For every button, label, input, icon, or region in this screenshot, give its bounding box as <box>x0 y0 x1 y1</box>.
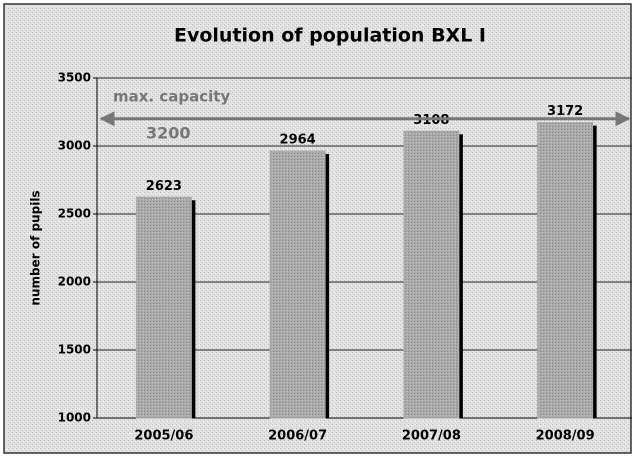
value-label: 3108 <box>413 113 449 128</box>
y-tick-label: 3500 <box>58 71 91 85</box>
bar <box>403 130 460 419</box>
y-tick-label: 1500 <box>58 343 91 357</box>
capacity-value: 3200 <box>146 123 191 142</box>
y-tick-label: 2500 <box>58 207 91 221</box>
chart-title: Evolution of population BXL I <box>174 25 486 47</box>
bar <box>537 122 594 419</box>
bar-shadow <box>458 134 463 418</box>
x-tick-label: 2005/06 <box>134 429 193 444</box>
bar <box>135 196 192 419</box>
capacity-label: max. capacity <box>113 87 230 105</box>
bar-shadow <box>325 153 330 418</box>
y-axis-label: number of pupils <box>29 190 43 305</box>
bar-shadow <box>191 200 196 418</box>
x-tick-label: 2006/07 <box>268 429 327 444</box>
y-tick-label: 1000 <box>58 411 91 425</box>
bar-shadow <box>592 125 597 418</box>
x-tick-label: 2007/08 <box>402 429 461 444</box>
value-label: 2964 <box>280 132 316 147</box>
bar <box>269 150 326 419</box>
value-label: 3172 <box>547 104 583 119</box>
y-tick-label: 2000 <box>58 275 91 289</box>
y-tick-label: 3000 <box>58 139 91 153</box>
x-tick-label: 2008/09 <box>536 429 595 444</box>
value-label: 2623 <box>146 179 182 194</box>
